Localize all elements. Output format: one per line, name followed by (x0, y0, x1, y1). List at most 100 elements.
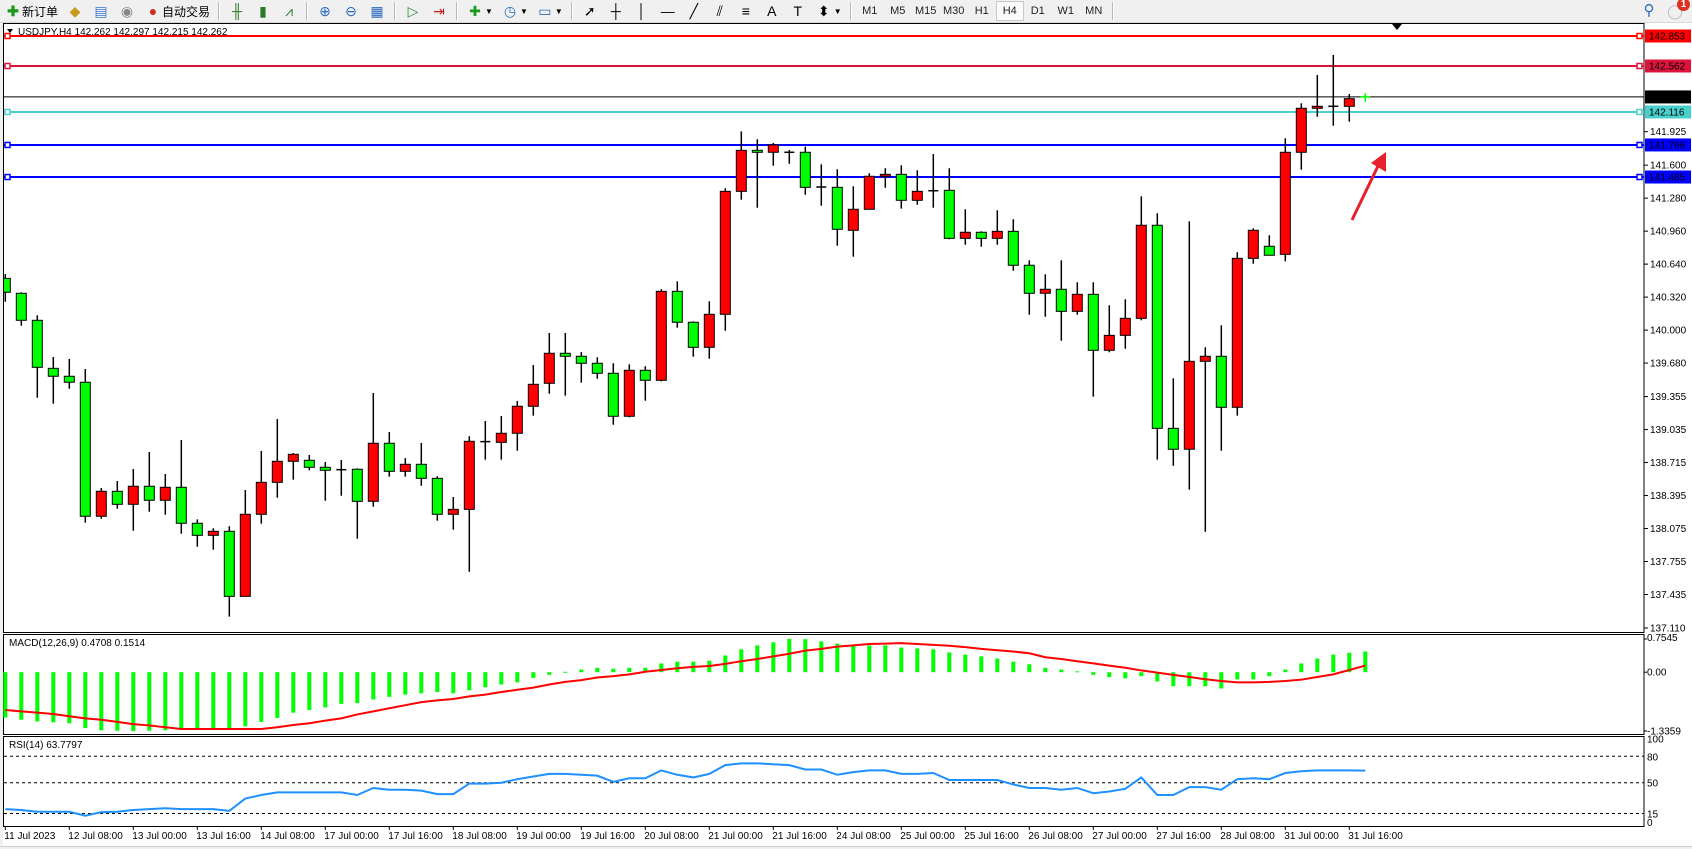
candle[interactable] (687, 321, 699, 357)
candle[interactable] (959, 209, 971, 245)
candle[interactable] (1279, 138, 1291, 262)
candle[interactable] (303, 455, 315, 471)
trendline-tool-button[interactable]: ╱ (681, 1, 707, 21)
candle[interactable] (480, 421, 491, 460)
level-anchor-handle[interactable] (4, 108, 11, 116)
timeframe-d1[interactable]: D1 (1030, 5, 1045, 17)
candle[interactable] (511, 401, 523, 451)
crosshair-tool-button[interactable]: ┼ (603, 1, 629, 21)
candle[interactable] (719, 188, 731, 331)
candle[interactable] (1087, 282, 1099, 397)
candle[interactable] (751, 139, 763, 208)
candle[interactable] (1071, 282, 1083, 315)
candle[interactable] (1360, 93, 1371, 102)
chart-window[interactable]: USDJPY,H4 142.262 142.297 142.215 142.26… (0, 23, 1692, 849)
candle[interactable] (351, 468, 363, 539)
level-anchor-handle[interactable] (4, 32, 11, 40)
candle[interactable] (1328, 54, 1339, 126)
candle[interactable] (1119, 299, 1131, 349)
candle[interactable] (575, 352, 587, 383)
candle[interactable] (1183, 221, 1195, 490)
candle[interactable] (1135, 196, 1147, 321)
zoom-in-button[interactable]: ⊕ (312, 1, 338, 21)
bar-chart-button[interactable]: ╫ (224, 1, 250, 21)
candle[interactable] (31, 315, 43, 398)
candle[interactable] (975, 231, 987, 247)
zoom-out-button[interactable]: ⊖ (338, 1, 364, 21)
candle[interactable] (1295, 103, 1307, 170)
candle[interactable] (47, 356, 59, 404)
level-anchor-handle[interactable] (1636, 32, 1643, 40)
candle[interactable] (1199, 347, 1211, 532)
cursor-tool-button[interactable]: ➚ (577, 1, 603, 21)
candle[interactable] (623, 364, 635, 418)
candle[interactable] (271, 419, 283, 498)
candle[interactable] (463, 436, 475, 572)
candle[interactable] (367, 392, 379, 507)
candle[interactable] (415, 442, 427, 486)
annotation-arrow-head[interactable] (1371, 152, 1386, 172)
signals-button[interactable]: ◉ (114, 1, 140, 21)
line-chart-button[interactable]: ⩘ (276, 1, 302, 21)
auto-scroll-button[interactable]: ▷ (400, 1, 426, 21)
candlestick-chart-button[interactable]: ▮ (250, 1, 276, 21)
fibonacci-channel-tool-button[interactable]: ⫽ (707, 1, 733, 21)
tile-windows-button[interactable]: ▦ (364, 1, 390, 21)
candle[interactable] (928, 154, 939, 208)
chart-shift-marker-icon[interactable] (1392, 24, 1402, 30)
timeframe-h4[interactable]: H4 (995, 1, 1024, 21)
timeframe-m1[interactable]: M1 (862, 5, 878, 17)
candle[interactable] (847, 186, 859, 257)
horizontal-line-tool-button[interactable]: — (655, 1, 681, 21)
new-order-button[interactable]: ✚ 新订单 (0, 1, 62, 21)
candle[interactable] (799, 146, 811, 195)
periods-button[interactable]: ◷ ▼ (497, 1, 532, 21)
candle[interactable] (1039, 274, 1051, 317)
templates-button[interactable]: ▭ ▼ (532, 1, 567, 21)
fibonacci-retracement-tool-button[interactable]: ≡ (733, 1, 759, 21)
candle[interactable] (591, 357, 603, 379)
candle[interactable] (95, 488, 107, 519)
level-anchor-handle[interactable] (1636, 62, 1643, 70)
candle[interactable] (816, 164, 827, 206)
candle[interactable] (543, 332, 555, 394)
level-anchor-handle[interactable] (1636, 141, 1643, 149)
candle[interactable] (1247, 228, 1259, 264)
candle[interactable] (175, 439, 187, 534)
candle[interactable] (863, 173, 875, 210)
candle[interactable] (655, 289, 667, 382)
notifications-button[interactable]: ◯ 1 (1662, 0, 1690, 21)
candle[interactable] (1343, 94, 1355, 122)
candle[interactable] (399, 458, 411, 477)
candle[interactable] (79, 368, 91, 523)
arrows-button[interactable]: ⬍ ▼ (811, 1, 846, 21)
level-anchor-handle[interactable] (4, 173, 11, 181)
timeframe-mn[interactable]: MN (1085, 5, 1103, 17)
candle[interactable] (735, 131, 747, 200)
candle[interactable] (559, 332, 571, 396)
candle[interactable] (1151, 213, 1163, 460)
candle[interactable] (319, 462, 331, 501)
candle[interactable] (703, 301, 715, 359)
candle[interactable] (527, 365, 539, 416)
timeframe-m30[interactable]: M30 (943, 5, 965, 17)
terminal-button[interactable]: ▤ (88, 1, 114, 21)
candle[interactable] (895, 165, 907, 209)
candle[interactable] (879, 168, 891, 188)
chart-shift-button[interactable]: ⇥ (426, 1, 452, 21)
candle[interactable] (495, 415, 507, 460)
level-anchor-handle[interactable] (4, 141, 11, 149)
candle[interactable] (767, 142, 779, 166)
candle[interactable] (63, 358, 75, 389)
timeframe-w1[interactable]: W1 (1057, 5, 1074, 17)
candle[interactable] (1007, 219, 1019, 271)
timeframe-h1[interactable]: H1 (974, 5, 989, 17)
candle[interactable] (784, 150, 795, 164)
candle[interactable] (287, 452, 299, 480)
candle[interactable] (1311, 74, 1323, 117)
candle[interactable] (111, 481, 123, 509)
candle[interactable] (143, 452, 155, 512)
candle[interactable] (639, 366, 651, 401)
candle[interactable] (1023, 260, 1035, 315)
candle[interactable] (255, 451, 267, 524)
